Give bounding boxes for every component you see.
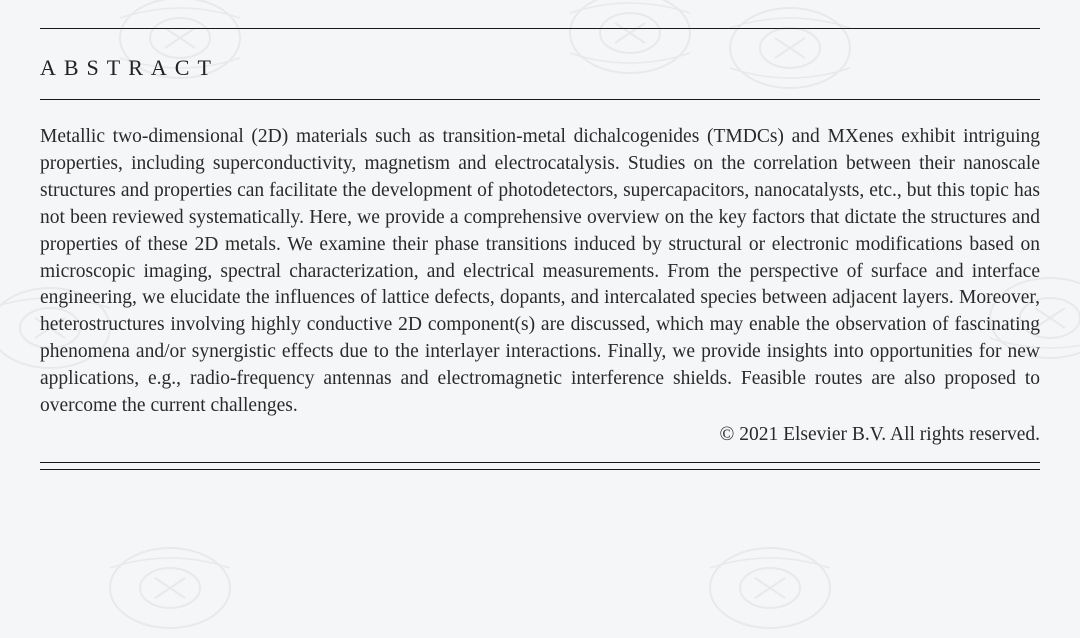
watermark-stamp-icon (720, 0, 860, 98)
watermark-stamp-icon (100, 538, 240, 638)
abstract-body: Metallic two-dimensional (2D) materials … (40, 124, 1040, 420)
abstract-heading: ABSTRACT (40, 55, 1040, 81)
copyright-line: © 2021 Elsevier B.V. All rights reserved… (40, 424, 1040, 446)
horizontal-rule (40, 99, 1040, 100)
watermark-stamp-icon (700, 538, 840, 638)
horizontal-rule (40, 28, 1040, 29)
horizontal-rule (40, 462, 1040, 463)
horizontal-rule (40, 469, 1040, 470)
